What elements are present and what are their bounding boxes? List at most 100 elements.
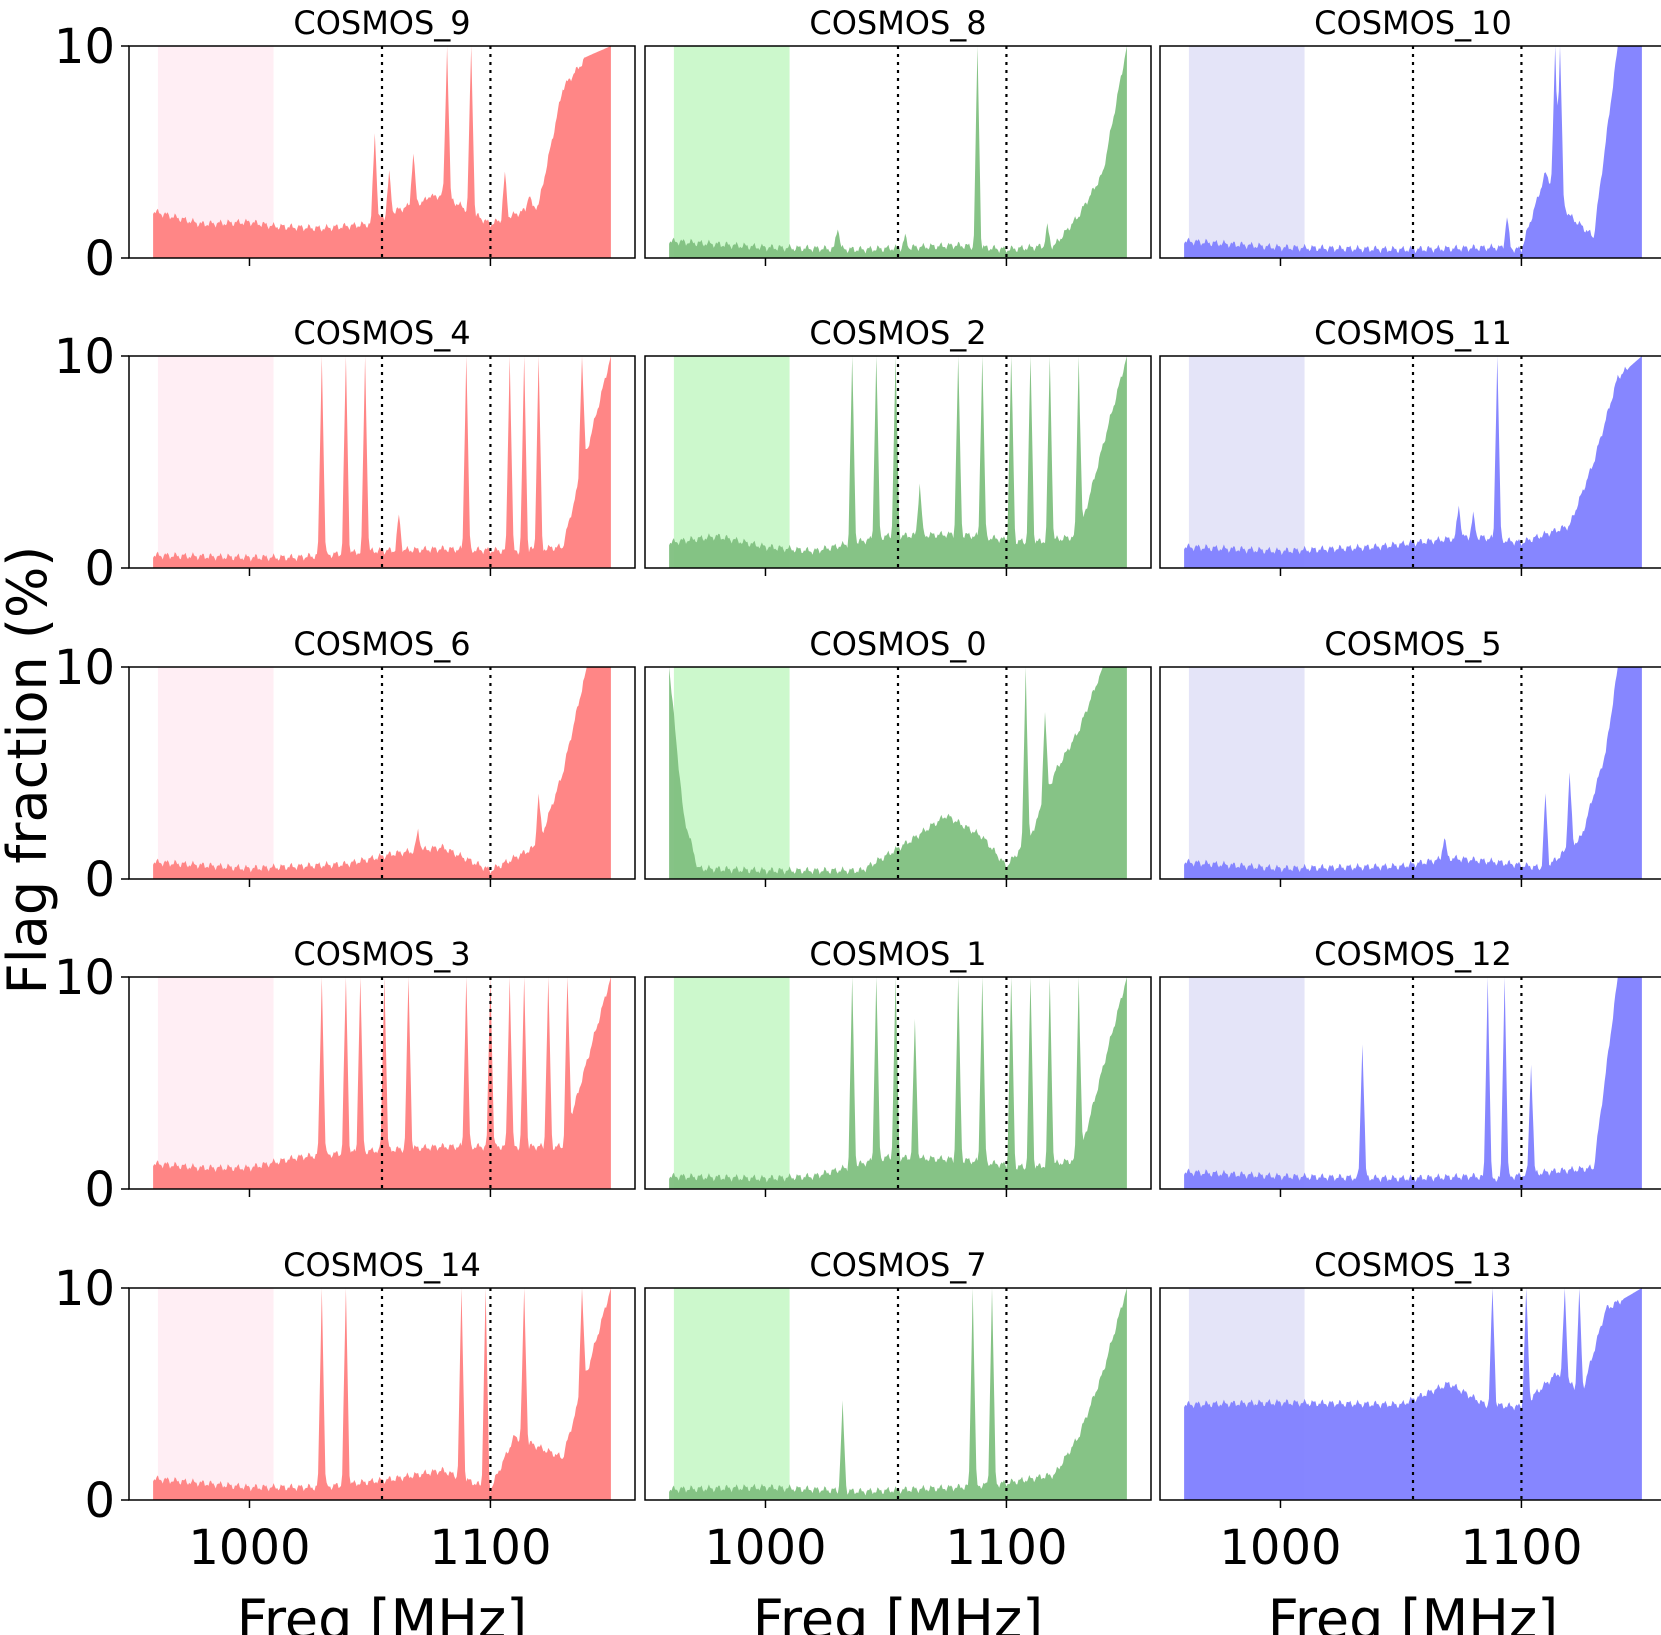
panel-cosmos-12: COSMOS_12 <box>1159 935 1661 1197</box>
panel-cosmos-3: COSMOS_3 0 10 <box>54 935 636 1218</box>
panel-title: COSMOS_11 <box>1314 314 1512 352</box>
panel-cosmos-0: COSMOS_0 <box>644 625 1152 887</box>
panel-cosmos-4: COSMOS_4 0 10 <box>54 314 636 597</box>
highlight-band <box>673 667 790 879</box>
plot-area <box>669 1288 1127 1500</box>
panel-frame <box>1159 976 1661 1190</box>
x-tick-label: 1100 <box>429 1520 551 1576</box>
panel-frame <box>1159 1287 1661 1501</box>
flag-fraction-area <box>669 1288 1127 1500</box>
y-tick-label: 0 <box>84 231 115 287</box>
panel-cosmos-14: COSMOS_14 0 10 1000 1100 Freq [MHz] <box>54 1246 636 1635</box>
x-tick-label: 1000 <box>704 1520 826 1576</box>
flag-fraction-area <box>669 356 1127 568</box>
panel-title: COSMOS_5 <box>1324 625 1501 663</box>
plot-area <box>669 977 1127 1189</box>
plot-area <box>669 46 1127 258</box>
flag-fraction-area <box>1184 46 1642 258</box>
flag-fraction-area <box>1184 1288 1642 1500</box>
panel-title: COSMOS_9 <box>293 4 470 42</box>
plot-area <box>153 667 611 879</box>
y-tick-label: 10 <box>54 1261 115 1317</box>
panel-cosmos-11: COSMOS_11 <box>1159 314 1661 576</box>
panel-title: COSMOS_12 <box>1314 935 1512 973</box>
highlight-band <box>157 1288 274 1500</box>
panel-title: COSMOS_6 <box>293 625 470 663</box>
plot-area <box>1184 1288 1642 1500</box>
x-axis-label: Freq [MHz] <box>237 1588 528 1635</box>
y-tick-label: 0 <box>84 1162 115 1218</box>
panel-title: COSMOS_2 <box>809 314 986 352</box>
panel-frame <box>644 666 1152 880</box>
flag-fraction-area <box>1184 977 1642 1189</box>
panel-frame <box>128 45 636 259</box>
panel-title: COSMOS_0 <box>809 625 986 663</box>
panel-frame <box>1159 355 1661 569</box>
panel-frame <box>644 45 1152 259</box>
panel-cosmos-10: COSMOS_10 <box>1159 4 1661 266</box>
y-tick-label: 0 <box>84 541 115 597</box>
panel-frame <box>644 1287 1152 1501</box>
plot-area <box>1184 977 1642 1189</box>
flag-fraction-area <box>669 46 1127 258</box>
highlight-band <box>673 1288 790 1500</box>
flag-fraction-area <box>669 977 1127 1189</box>
panel-frame <box>644 355 1152 569</box>
plot-area <box>669 356 1127 568</box>
panel-cosmos-1: COSMOS_1 <box>644 935 1152 1197</box>
highlight-band <box>673 356 790 568</box>
plot-area <box>1184 356 1642 568</box>
x-axis-label: Freq [MHz] <box>1268 1588 1559 1635</box>
flag-fraction-area <box>153 356 611 568</box>
y-tick-label: 10 <box>54 640 115 696</box>
panel-frame <box>128 1287 636 1501</box>
panel-frame <box>128 976 636 1190</box>
panel-title: COSMOS_4 <box>293 314 470 352</box>
panel-title: COSMOS_1 <box>809 935 986 973</box>
y-tick-label: 10 <box>54 329 115 385</box>
highlight-band <box>1188 46 1305 258</box>
y-tick-label: 0 <box>84 852 115 908</box>
panel-frame <box>128 666 636 880</box>
panel-title: COSMOS_10 <box>1314 4 1512 42</box>
panel-frame <box>644 976 1152 1190</box>
panel-cosmos-13: COSMOS_13 1000 1100 Freq [MHz] <box>1159 1246 1661 1635</box>
panel-frame <box>1159 666 1661 880</box>
panel-cosmos-2: COSMOS_2 <box>644 314 1152 576</box>
highlight-band <box>157 356 274 568</box>
panel-title: COSMOS_8 <box>809 4 986 42</box>
plot-area <box>153 1288 611 1500</box>
panel-cosmos-5: COSMOS_5 <box>1159 625 1661 887</box>
highlight-band <box>157 977 274 1189</box>
y-tick-label: 10 <box>54 950 115 1006</box>
highlight-band <box>157 667 274 879</box>
panel-title: COSMOS_13 <box>1314 1246 1512 1284</box>
highlight-band <box>673 46 790 258</box>
x-tick-label: 1100 <box>1460 1520 1582 1576</box>
panel-cosmos-9: COSMOS_9 0 10 <box>54 4 636 287</box>
x-tick-label: 1100 <box>945 1520 1067 1576</box>
panel-title: COSMOS_7 <box>809 1246 986 1284</box>
panel-frame <box>1159 45 1661 259</box>
plot-area <box>153 356 611 568</box>
highlight-band <box>673 977 790 1189</box>
flag-fraction-area <box>153 46 611 258</box>
panel-cosmos-7: COSMOS_7 1000 1100 Freq [MHz] <box>644 1246 1152 1635</box>
plot-area <box>1184 667 1642 879</box>
flag-fraction-area <box>1184 356 1642 568</box>
plot-area <box>669 667 1127 879</box>
x-tick-label: 1000 <box>1219 1520 1341 1576</box>
x-axis-label: Freq [MHz] <box>753 1588 1044 1635</box>
flag-fraction-area <box>669 667 1127 879</box>
highlight-band <box>1188 667 1305 879</box>
panel-frame <box>128 355 636 569</box>
plot-area <box>153 46 611 258</box>
y-tick-label: 10 <box>54 19 115 75</box>
flag-fraction-area <box>153 667 611 879</box>
y-tick-label: 0 <box>84 1473 115 1529</box>
x-tick-label: 1000 <box>188 1520 310 1576</box>
panel-title: COSMOS_3 <box>293 935 470 973</box>
y-axis-label: Flag fraction (%) <box>0 546 59 995</box>
